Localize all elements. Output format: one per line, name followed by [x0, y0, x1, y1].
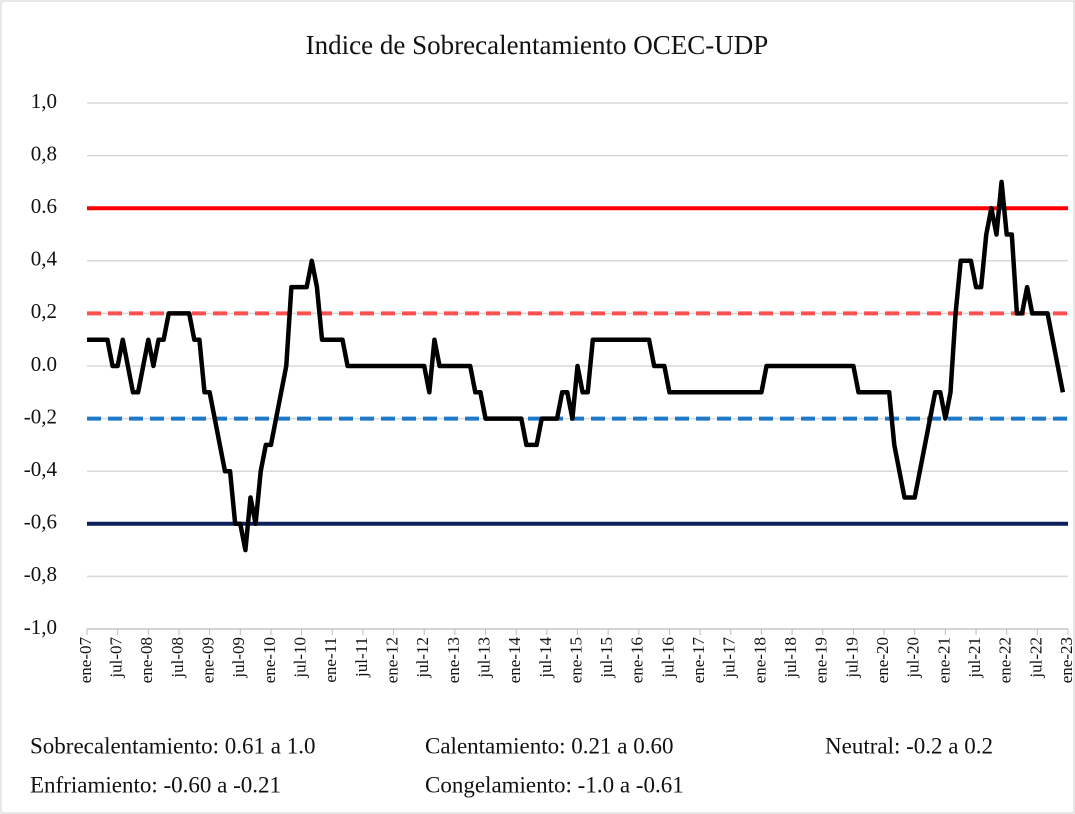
x-tick-label: jul-16: [658, 637, 677, 679]
y-tick-label: -0,2: [24, 404, 57, 428]
x-tick-label: ene-12: [382, 637, 401, 683]
y-tick-label: 1,0: [31, 89, 57, 113]
x-tick-label: jul-19: [842, 637, 861, 679]
x-tick-label: jul-21: [965, 637, 984, 679]
y-tick-label: -0,6: [24, 510, 57, 534]
data-line: [87, 179, 1066, 553]
y-tick-label: 0.6: [31, 194, 57, 218]
x-tick-label: jul-14: [536, 637, 555, 679]
x-tick-label: ene-23: [1057, 637, 1075, 683]
x-tick-label: jul-10: [291, 637, 310, 679]
y-tick-label: 0,8: [31, 141, 57, 165]
chart-title: Indice de Sobrecalentamiento OCEC-UDP: [306, 30, 769, 60]
footnote: Congelamiento: -1.0 a -0.61: [425, 772, 684, 797]
x-tick-label: ene-10: [260, 637, 279, 683]
x-tick-label: ene-09: [199, 637, 218, 683]
x-tick-label: jul-08: [168, 637, 187, 679]
x-tick-label: jul-12: [413, 637, 432, 679]
x-tick-label: ene-14: [505, 637, 524, 684]
footnote: Sobrecalentamiento: 0.61 a 1.0: [30, 733, 316, 758]
x-tick-label: ene-15: [566, 637, 585, 683]
x-tick-label: ene-07: [76, 637, 95, 684]
x-tick-label: jul-17: [720, 637, 739, 679]
x-tick-label: ene-11: [321, 637, 340, 683]
y-tick-label: -0,4: [24, 457, 58, 481]
x-tick-label: jul-13: [474, 637, 493, 679]
x-tick-label: jul-09: [229, 637, 248, 679]
x-tick-label: jul-18: [781, 637, 800, 679]
x-tick-label: ene-13: [444, 637, 463, 683]
x-tick-label: ene-19: [812, 637, 831, 683]
x-tick-label: ene-18: [750, 637, 769, 683]
x-tick-label: ene-20: [873, 637, 892, 683]
x-tick-label: jul-07: [107, 637, 126, 679]
x-tick-label: jul-20: [904, 637, 923, 679]
x-tick-label: ene-21: [934, 637, 953, 683]
y-tick-label: 0,4: [31, 247, 58, 271]
x-tick-label: ene-16: [628, 637, 647, 683]
footnote: Enfriamiento: -0.60 a -0.21: [30, 772, 281, 797]
x-tick-label: jul-15: [597, 637, 616, 679]
y-tick-label: 0.0: [31, 352, 57, 376]
footnote: Neutral: -0.2 a 0.2: [825, 733, 993, 758]
y-tick-label: 0,2: [31, 299, 57, 323]
y-tick-label: -0,8: [24, 562, 57, 586]
x-tick-label: jul-11: [352, 637, 371, 678]
x-tick-label: jul-22: [1026, 637, 1045, 679]
y-tick-label: -1,0: [24, 615, 57, 639]
x-tick-label: ene-17: [689, 637, 708, 684]
x-tick-label: ene-08: [137, 637, 156, 683]
footnote: Calentamiento: 0.21 a 0.60: [425, 733, 673, 758]
x-tick-label: ene-22: [996, 637, 1015, 683]
